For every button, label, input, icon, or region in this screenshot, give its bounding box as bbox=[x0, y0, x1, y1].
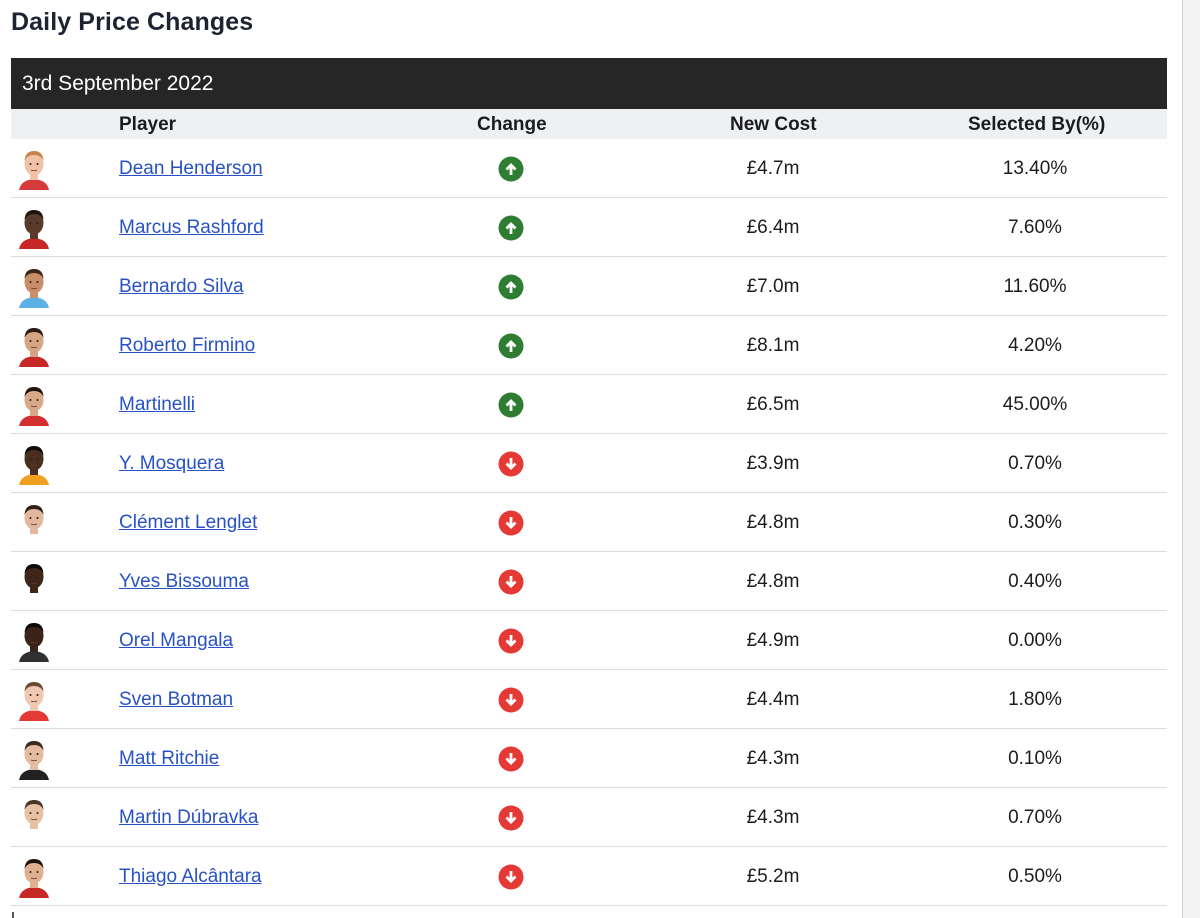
header-player: Player bbox=[119, 114, 177, 135]
new-cost-value: £8.1m bbox=[746, 335, 800, 356]
player-avatar bbox=[19, 446, 49, 485]
player-link[interactable]: Y. Mosquera bbox=[119, 453, 225, 474]
new-cost-value: £4.4m bbox=[746, 689, 800, 710]
new-cost-value: £6.5m bbox=[746, 394, 800, 415]
new-cost-value: £4.8m bbox=[746, 571, 800, 592]
arrow-up-circle-icon bbox=[498, 274, 524, 300]
table-row: Marcus Rashford £6.4m 7.60% bbox=[11, 198, 1167, 257]
table-row: Sven Botman £4.4m 1.80% bbox=[11, 670, 1167, 729]
player-avatar bbox=[19, 800, 49, 839]
selected-by-value: 4.20% bbox=[1008, 335, 1062, 356]
player-avatar bbox=[19, 741, 49, 780]
price-changes-table: Player Change New Cost Selected By(%) De… bbox=[11, 109, 1167, 906]
arrow-down-circle-icon bbox=[498, 864, 524, 890]
player-link[interactable]: Roberto Firmino bbox=[119, 335, 256, 356]
table-body: Dean Henderson £4.7m 13.40% Marcus Rashford… bbox=[11, 139, 1167, 906]
player-link[interactable]: Thiago Alcântara bbox=[119, 866, 262, 887]
player-avatar bbox=[19, 859, 49, 898]
selected-by-value: 0.70% bbox=[1008, 807, 1062, 828]
table-row: Roberto Firmino £8.1m 4.20% bbox=[11, 316, 1167, 375]
player-avatar bbox=[19, 682, 49, 721]
selected-by-value: 0.30% bbox=[1008, 512, 1062, 533]
player-avatar bbox=[19, 210, 49, 249]
selected-by-value: 13.40% bbox=[1002, 158, 1068, 179]
new-cost-value: £7.0m bbox=[746, 276, 800, 297]
player-avatar bbox=[19, 328, 49, 367]
table-row: Y. Mosquera £3.9m 0.70% bbox=[11, 434, 1167, 493]
player-link[interactable]: Marcus Rashford bbox=[119, 217, 264, 238]
arrow-down-circle-icon bbox=[498, 746, 524, 772]
selected-by-value: 0.10% bbox=[1008, 748, 1062, 769]
selected-by-value: 11.60% bbox=[1003, 276, 1067, 297]
new-cost-value: £4.9m bbox=[746, 630, 800, 651]
player-link[interactable]: Bernardo Silva bbox=[119, 276, 244, 297]
header-change: Change bbox=[477, 114, 547, 135]
arrow-up-circle-icon bbox=[498, 333, 524, 359]
new-cost-value: £5.2m bbox=[746, 866, 800, 887]
player-avatar bbox=[19, 564, 49, 603]
selected-by-value: 7.60% bbox=[1008, 217, 1062, 238]
header-new-cost: New Cost bbox=[730, 114, 817, 135]
player-link[interactable]: Martin Dúbravka bbox=[119, 807, 259, 828]
player-link[interactable]: Martinelli bbox=[119, 394, 196, 415]
arrow-down-circle-icon bbox=[498, 569, 524, 595]
new-cost-value: £6.4m bbox=[746, 217, 800, 238]
table-row: Bernardo Silva £7.0m 11.60% bbox=[11, 257, 1167, 316]
page-title: Daily Price Changes bbox=[11, 8, 254, 36]
new-cost-value: £4.7m bbox=[746, 158, 800, 179]
table-row: Thiago Alcântara £5.2m 0.50% bbox=[11, 847, 1167, 906]
new-cost-value: £3.9m bbox=[746, 453, 800, 474]
arrow-up-circle-icon bbox=[498, 156, 524, 182]
new-cost-value: £4.3m bbox=[746, 807, 800, 828]
new-cost-value: £4.3m bbox=[746, 748, 800, 769]
selected-by-value: 0.70% bbox=[1008, 453, 1062, 474]
divider bbox=[12, 912, 14, 918]
player-link[interactable]: Clément Lenglet bbox=[119, 512, 258, 533]
scrollbar[interactable] bbox=[1182, 0, 1200, 918]
player-avatar bbox=[19, 151, 49, 190]
table-header: Player Change New Cost Selected By(%) bbox=[11, 109, 1167, 139]
new-cost-value: £4.8m bbox=[746, 512, 800, 533]
table-row: Orel Mangala £4.9m 0.00% bbox=[11, 611, 1167, 670]
table-row: Martinelli £6.5m 45.00% bbox=[11, 375, 1167, 434]
date-header: 3rd September 2022 bbox=[11, 58, 1167, 109]
player-link[interactable]: Yves Bissouma bbox=[119, 571, 249, 592]
arrow-down-circle-icon bbox=[498, 805, 524, 831]
player-link[interactable]: Dean Henderson bbox=[119, 158, 263, 179]
selected-by-value: 0.00% bbox=[1008, 630, 1062, 651]
player-link[interactable]: Orel Mangala bbox=[119, 630, 234, 651]
table-row: Yves Bissouma £4.8m 0.40% bbox=[11, 552, 1167, 611]
player-avatar bbox=[19, 387, 49, 426]
arrow-up-circle-icon bbox=[498, 215, 524, 241]
selected-by-value: 1.80% bbox=[1008, 689, 1062, 710]
table-row: Matt Ritchie £4.3m 0.10% bbox=[11, 729, 1167, 788]
arrow-down-circle-icon bbox=[498, 628, 524, 654]
selected-by-value: 0.40% bbox=[1008, 571, 1062, 592]
player-link[interactable]: Matt Ritchie bbox=[119, 748, 220, 769]
table-row: Martin Dúbravka £4.3m 0.70% bbox=[11, 788, 1167, 847]
player-link[interactable]: Sven Botman bbox=[119, 689, 234, 710]
player-avatar bbox=[19, 623, 49, 662]
header-selected-by: Selected By(%) bbox=[968, 114, 1106, 135]
table-row: Clément Lenglet £4.8m 0.30% bbox=[11, 493, 1167, 552]
player-avatar bbox=[19, 505, 49, 544]
arrow-down-circle-icon bbox=[498, 510, 524, 536]
arrow-up-circle-icon bbox=[498, 392, 524, 418]
selected-by-value: 45.00% bbox=[1002, 394, 1068, 415]
arrow-down-circle-icon bbox=[498, 451, 524, 477]
selected-by-value: 0.50% bbox=[1008, 866, 1062, 887]
player-avatar bbox=[19, 269, 49, 308]
table-row: Dean Henderson £4.7m 13.40% bbox=[11, 139, 1167, 198]
arrow-down-circle-icon bbox=[498, 687, 524, 713]
